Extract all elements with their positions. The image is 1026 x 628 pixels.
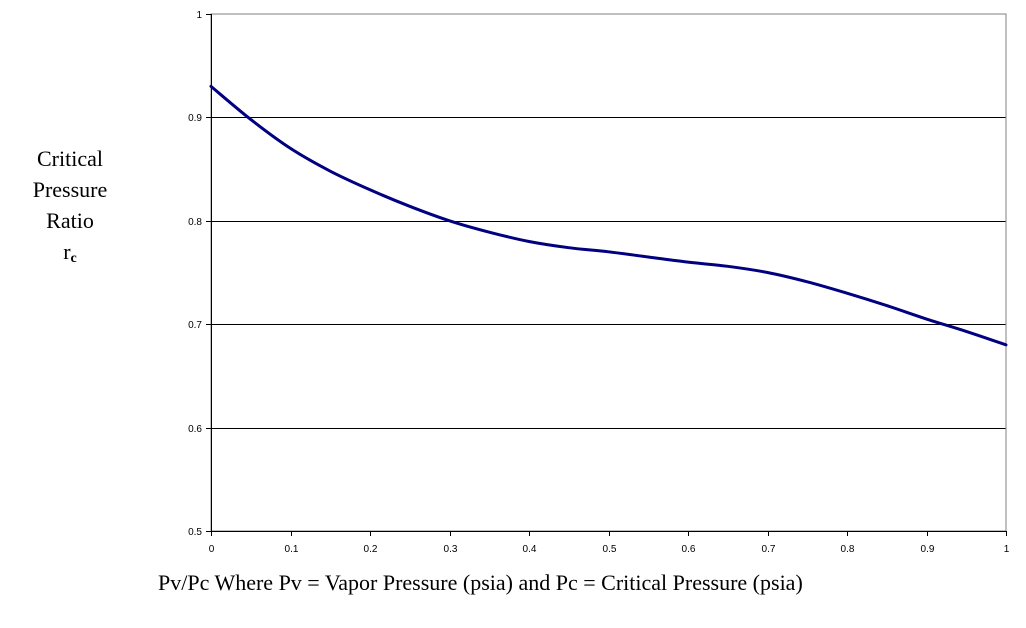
series-line-0 [209,84,1008,347]
y-axis-label: Critical Pressure Ratio rc [0,143,140,274]
x-tick-label: 0 [209,544,215,555]
y-tick-label: 0.7 [188,320,202,331]
y-axis-label-line-1: Critical [37,146,103,171]
y-axis-symbol-main: r [63,239,71,264]
x-tick-label: 0.6 [682,544,696,555]
y-axis-symbol-subscript: c [70,251,77,266]
y-tick-label: 0.8 [188,217,202,228]
x-tick-label: 0.4 [523,544,537,555]
y-axis-label-line-2: Pressure [32,177,108,202]
y-tick-label: 0.9 [188,113,202,124]
x-tick-label: 0.8 [841,544,855,555]
y-tick-label: 1 [196,10,202,21]
y-axis-label-line-3: Ratio [46,208,94,233]
x-tick-label: 0.5 [603,544,617,555]
x-axis-label: Pv/Pc Where Pv = Vapor Pressure (psia) a… [158,570,803,595]
x-tick-label: 0.1 [285,544,299,555]
y-tick-label: 0.5 [188,527,202,538]
x-tick-label: 0.3 [444,544,458,555]
y-axis-symbol: rc [0,236,140,274]
gridlines [211,117,1006,429]
tick-labels: 0.5 0.6 0.7 0.8 0.9 1 0 0.1 0.2 0.3 0.4 0.5 0.6 0.7 0.… [188,10,1010,555]
x-tick-label: 1 [1004,544,1010,555]
plot-frame [210,13,1007,532]
y-tick-label: 0.6 [188,424,202,435]
x-tick-label: 0.9 [921,544,935,555]
chart-area: 0.5 0.6 0.7 0.8 0.9 1 0 0.1 0.2 0.3 0.4 0.5 0.6 0.7 0.… [188,10,1010,555]
x-tick-label: 0.2 [364,544,378,555]
axes [206,13,1007,536]
series [209,84,1008,347]
x-tick-label: 0.7 [762,544,776,555]
